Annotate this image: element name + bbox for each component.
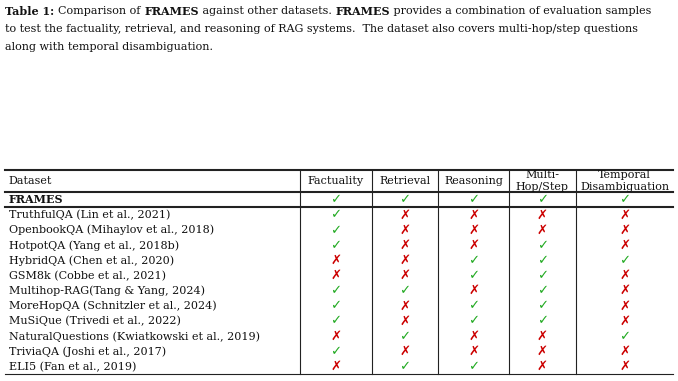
Text: ✗: ✗ xyxy=(468,345,479,358)
Text: ✗: ✗ xyxy=(468,330,479,343)
Text: ✗: ✗ xyxy=(537,208,548,221)
Text: ✓: ✓ xyxy=(330,208,342,221)
Text: OpenbookQA (Mihaylov et al., 2018): OpenbookQA (Mihaylov et al., 2018) xyxy=(9,225,214,235)
Text: ✓: ✓ xyxy=(330,315,342,328)
Text: ✗: ✗ xyxy=(330,360,342,373)
Text: ✓: ✓ xyxy=(468,269,479,282)
Text: ✗: ✗ xyxy=(330,330,342,343)
Text: provides a combination of evaluation samples: provides a combination of evaluation sam… xyxy=(390,6,651,16)
Text: ✓: ✓ xyxy=(468,299,479,312)
Text: ✓: ✓ xyxy=(330,345,342,358)
Text: ✗: ✗ xyxy=(468,239,479,252)
Text: ✗: ✗ xyxy=(619,360,631,373)
Text: to test the factuality, retrieval, and reasoning of RAG systems.  The dataset al: to test the factuality, retrieval, and r… xyxy=(5,24,639,34)
Text: ✗: ✗ xyxy=(619,315,631,328)
Text: ✗: ✗ xyxy=(619,299,631,312)
Text: ✗: ✗ xyxy=(619,239,631,252)
Text: ✗: ✗ xyxy=(468,208,479,221)
Text: ✓: ✓ xyxy=(330,193,342,207)
Text: ✓: ✓ xyxy=(468,360,479,373)
Text: ✓: ✓ xyxy=(468,315,479,328)
Text: Multi-
Hop/Step: Multi- Hop/Step xyxy=(516,170,569,192)
Text: ✓: ✓ xyxy=(330,299,342,312)
Text: ✓: ✓ xyxy=(537,315,548,328)
Text: FRAMES: FRAMES xyxy=(335,6,390,17)
Text: ✗: ✗ xyxy=(399,269,410,282)
Text: ✓: ✓ xyxy=(537,299,548,312)
Text: ✓: ✓ xyxy=(399,193,410,207)
Text: Retrieval: Retrieval xyxy=(379,176,431,186)
Text: Factuality: Factuality xyxy=(308,176,364,186)
Text: HotpotQA (Yang et al., 2018b): HotpotQA (Yang et al., 2018b) xyxy=(9,240,179,251)
Text: ✓: ✓ xyxy=(468,193,479,207)
Text: ✓: ✓ xyxy=(330,224,342,237)
Text: HybridQA (Chen et al., 2020): HybridQA (Chen et al., 2020) xyxy=(9,255,174,266)
Text: ✓: ✓ xyxy=(399,360,410,373)
Text: ✗: ✗ xyxy=(399,315,410,328)
Text: ✗: ✗ xyxy=(537,330,548,343)
Text: ✓: ✓ xyxy=(399,284,410,297)
Text: ✗: ✗ xyxy=(619,224,631,237)
Text: ✓: ✓ xyxy=(537,269,548,282)
Text: FRAMES: FRAMES xyxy=(144,6,199,17)
Text: ✗: ✗ xyxy=(330,254,342,267)
Text: ✗: ✗ xyxy=(537,224,548,237)
Text: ✓: ✓ xyxy=(537,239,548,252)
Text: ✓: ✓ xyxy=(537,254,548,267)
Text: against other datasets.: against other datasets. xyxy=(199,6,335,16)
Text: TriviaQA (Joshi et al., 2017): TriviaQA (Joshi et al., 2017) xyxy=(9,346,166,357)
Text: ✗: ✗ xyxy=(399,239,410,252)
Text: Temporal
Disambiguation: Temporal Disambiguation xyxy=(580,170,669,192)
Text: Reasoning: Reasoning xyxy=(444,176,503,186)
Text: ✗: ✗ xyxy=(468,284,479,297)
Text: ✗: ✗ xyxy=(468,224,479,237)
Text: Table 1:: Table 1: xyxy=(5,6,58,17)
Text: ✗: ✗ xyxy=(330,269,342,282)
Text: TruthfulQA (Lin et al., 2021): TruthfulQA (Lin et al., 2021) xyxy=(9,210,170,220)
Text: ELI5 (Fan et al., 2019): ELI5 (Fan et al., 2019) xyxy=(9,362,136,372)
Text: ✓: ✓ xyxy=(330,239,342,252)
Text: ✗: ✗ xyxy=(619,345,631,358)
Text: Dataset: Dataset xyxy=(9,176,52,186)
Text: ✗: ✗ xyxy=(619,284,631,297)
Text: ✓: ✓ xyxy=(330,284,342,297)
Text: ✗: ✗ xyxy=(399,254,410,267)
Text: ✓: ✓ xyxy=(399,330,410,343)
Text: ✗: ✗ xyxy=(399,208,410,221)
Text: ✓: ✓ xyxy=(619,193,631,207)
Text: ✓: ✓ xyxy=(619,330,631,343)
Text: FRAMES: FRAMES xyxy=(9,194,63,205)
Text: ✓: ✓ xyxy=(537,193,548,207)
Text: ✗: ✗ xyxy=(537,360,548,373)
Text: ✗: ✗ xyxy=(399,345,410,358)
Text: NaturalQuestions (Kwiatkowski et al., 2019): NaturalQuestions (Kwiatkowski et al., 20… xyxy=(9,331,260,341)
Text: GSM8k (Cobbe et al., 2021): GSM8k (Cobbe et al., 2021) xyxy=(9,271,166,281)
Text: MoreHopQA (Schnitzler et al., 2024): MoreHopQA (Schnitzler et al., 2024) xyxy=(9,301,216,311)
Text: Multihop-RAG(Tang & Yang, 2024): Multihop-RAG(Tang & Yang, 2024) xyxy=(9,285,205,296)
Text: ✗: ✗ xyxy=(619,269,631,282)
Text: ✗: ✗ xyxy=(537,345,548,358)
Text: ✓: ✓ xyxy=(619,254,631,267)
Text: ✗: ✗ xyxy=(619,208,631,221)
Text: ✗: ✗ xyxy=(399,299,410,312)
Text: ✗: ✗ xyxy=(399,224,410,237)
Text: ✓: ✓ xyxy=(468,254,479,267)
Text: MuSiQue (Trivedi et al., 2022): MuSiQue (Trivedi et al., 2022) xyxy=(9,316,181,327)
Text: Comparison of: Comparison of xyxy=(58,6,144,16)
Text: ✓: ✓ xyxy=(537,284,548,297)
Text: along with temporal disambiguation.: along with temporal disambiguation. xyxy=(5,42,214,52)
